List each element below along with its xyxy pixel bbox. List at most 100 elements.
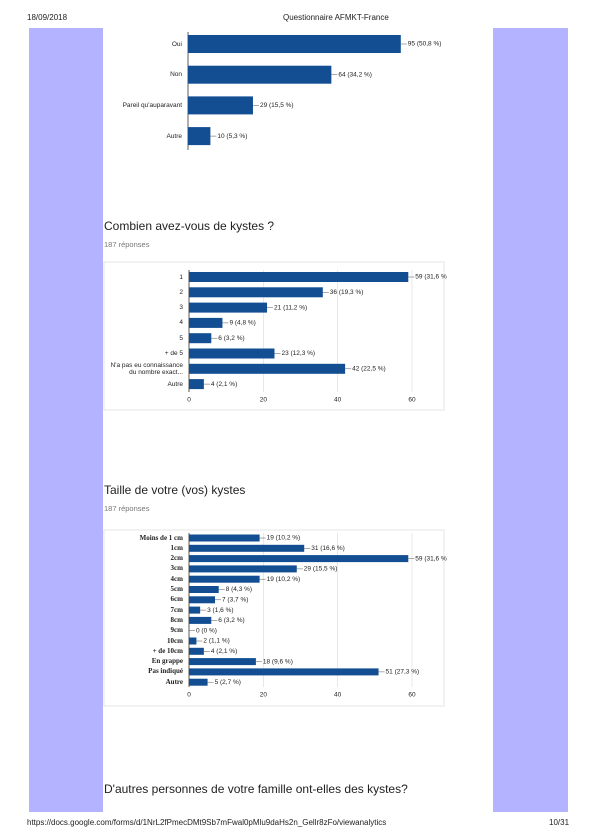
value-label: 29 (15,5 %) [304,566,338,573]
category-label: 4 [179,319,183,327]
category-label: 5cm [170,585,183,593]
x-tick-label: 60 [408,397,416,404]
bar [189,534,260,542]
question-title: Combien avez-vous de kystes ? [104,219,275,233]
chart-frame [103,261,445,411]
bar [188,96,253,115]
x-tick-label: 20 [260,397,268,404]
left-margin [29,28,103,812]
footer-page: 10/31 [549,818,570,827]
value-label: 21 (11,2 %) [274,304,307,311]
response-count: 187 réponses [104,504,150,513]
category-label: 3cm [170,564,183,573]
category-label: 8cm [170,615,183,624]
bar [189,596,216,604]
chart-frame [103,529,445,707]
x-tick-label: 0 [187,397,191,404]
value-label: 18 (9,6 %) [263,658,293,665]
footer-url: https://docs.google.com/forms/d/1NrL2fPm… [27,818,387,827]
category-label: + de 10cm [152,646,183,655]
category-label: Pareil qu'auparavant [122,101,182,109]
bar [189,647,204,655]
value-label: 19 (10,2 %) [267,535,301,542]
category-label: Oui [171,40,182,48]
bar [189,287,323,298]
category-label: + de 5 [164,350,183,357]
value-labels: 59 (31,6 %) 36 (19,3 %) 21 (11,2 %) 9 (4,8 … [203,274,449,388]
bar [188,65,332,84]
header-date: 18/09/2018 [27,13,68,22]
value-label: 10 (5,3 %) [217,133,247,140]
x-tick-label: 60 [408,692,416,699]
category-label: Moins de 1 cm [139,533,183,542]
bar [189,555,409,563]
value-label: 8 (4,3 %) [226,586,252,593]
category-label: 5 [179,334,183,342]
category-label: En grappe [151,657,183,666]
value-label: 95 (50,8 %) [408,41,442,48]
bar [189,544,305,552]
bar [189,637,197,645]
value-label: 6 (3,2 %) [218,617,244,624]
bar [188,127,211,146]
bar [189,616,212,624]
bar [189,586,219,593]
value-label: 23 (12,3 %) [281,350,315,357]
value-label: 0 (0 %) [196,627,217,634]
question-title: Taille de votre (vos) kystes [104,483,246,497]
category-label: 4cm [170,574,183,583]
bar [189,333,212,344]
value-label: 42 (22,5 %) [352,366,386,373]
category-label: Non [170,71,182,79]
bar [189,575,260,583]
category-label: 10cm [167,636,183,645]
response-count: 187 réponses [104,240,150,249]
bar [189,272,409,282]
value-label: 29 (15,5 %) [260,102,294,109]
value-label: 59 (31,6 %) [415,274,449,281]
x-tick-label: 40 [334,692,342,699]
x-tick-label: 40 [334,397,342,404]
bar [189,348,275,359]
x-tick-label: 0 [187,692,191,699]
header-title: Questionnaire AFMKT-France [283,13,389,22]
bar [189,317,223,328]
bar [189,379,204,390]
value-label: 3 (1,6 %) [207,607,233,614]
value-label: 64 (34,2 %) [338,71,372,78]
category-label: Pas indiqué [148,667,183,676]
value-labels: 95 (50,8 %) 64 (34,2 %) 29 (15,5 %) 10 (5,3… [210,41,441,140]
value-label: 4 (2,1 %) [211,381,237,388]
value-label: 9 (4,8 %) [229,320,255,327]
bar [189,363,346,374]
value-label: 59 (31,6 %) [415,555,449,562]
x-tick-label: 20 [260,692,268,699]
category-label: Autre [167,380,183,388]
value-label: 5 (2,7 %) [215,679,241,686]
value-label: 36 (19,3 %) [330,289,364,296]
value-label: 19 (10,2 %) [267,576,301,583]
right-margin [493,28,568,812]
bar [189,606,201,614]
category-label: 3 [179,304,183,312]
value-label: 7 (3,7 %) [222,597,248,604]
category-label: Autre [165,677,183,686]
value-label: 51 (27,3 %) [386,669,420,676]
bar [189,668,379,676]
bar [189,658,256,666]
value-label: 6 (3,2 %) [218,335,244,342]
category-label: 1cm [170,543,183,552]
category-label: 7cm [170,605,183,614]
question-title: D'autres personnes de votre famille ont-… [104,782,408,796]
value-labels: 19 (10,2 %) 31 (16,6 %) 59 (31,6 %) 29 (15,… [189,535,449,686]
bar [189,302,268,313]
category-label: 1 [179,273,183,281]
bar [189,565,297,573]
value-label: 4 (2,1 %) [211,648,237,655]
category-label: 2 [179,288,183,296]
category-label: 2cm [170,554,183,563]
category-label: N'a pas eu connaissance du nombre exact.… [110,361,183,376]
bar [188,35,401,53]
